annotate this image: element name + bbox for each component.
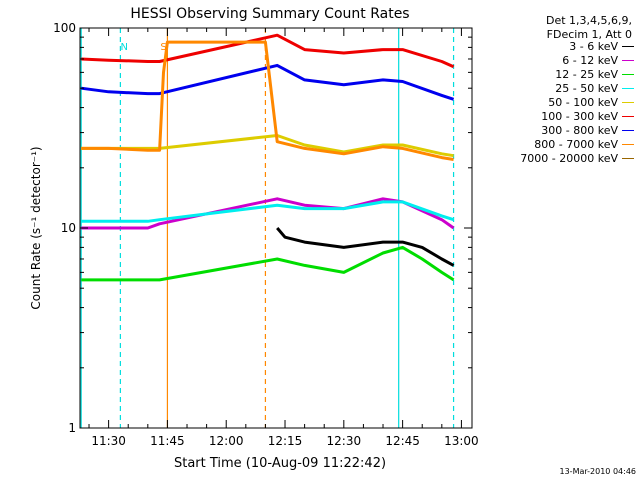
legend-entry-7: 800 - 7000 keV [534, 138, 634, 151]
x-tick-label-3: 12:15 [268, 434, 303, 448]
x-tick-label-1: 11:45 [150, 434, 185, 448]
legend-swatch [622, 74, 634, 75]
legend-label: 100 - 300 keV [541, 110, 618, 123]
x-axis-label: Start Time (10-Aug-09 11:22:42) [174, 456, 386, 471]
legend-entry-6: 300 - 800 keV [541, 124, 634, 137]
legend-entry-3: 25 - 50 keV [555, 82, 634, 95]
annotation-0: N [121, 42, 128, 53]
legend-header-2: FDecim 1, Att 0 [546, 28, 632, 41]
x-tick-label-2: 12:00 [209, 434, 244, 448]
legend-swatch [622, 88, 634, 89]
legend-entry-2: 12 - 25 keV [555, 68, 634, 81]
legend-label: 300 - 800 keV [541, 124, 618, 137]
legend-swatch [622, 144, 634, 145]
legend-label: 50 - 100 keV [548, 96, 618, 109]
series-line-4 [81, 134, 454, 158]
legend-entry-5: 100 - 300 keV [541, 110, 634, 123]
x-tick-label-0: 11:30 [91, 434, 126, 448]
legend-entry-4: 50 - 100 keV [548, 96, 634, 109]
y-tick-label-2: 100 [53, 21, 76, 35]
legend-entry-1: 6 - 12 keV [562, 54, 634, 67]
series-line-3 [81, 200, 455, 223]
y-tick-label-0: 1 [68, 421, 76, 435]
legend-swatch [622, 158, 634, 159]
x-tick-label-6: 13:00 [444, 434, 479, 448]
timestamp: 13-Mar-2010 04:46 [559, 467, 637, 476]
legend-header-1: Det 1,3,4,5,6,9, [545, 14, 632, 27]
legend-label: 7000 - 20000 keV [520, 152, 618, 165]
legend-swatch [622, 130, 634, 131]
legend-swatch [622, 46, 634, 47]
series-line-2 [81, 245, 455, 282]
series-line-6 [81, 63, 455, 101]
legend-swatch [622, 102, 634, 103]
series-line-7 [81, 40, 454, 161]
legend-label: 800 - 7000 keV [534, 138, 618, 151]
legend-label: 12 - 25 keV [555, 68, 618, 81]
legend-entry-0: 3 - 6 keV [569, 40, 634, 53]
y-tick-label-1: 10 [61, 221, 76, 235]
x-tick-label-5: 12:45 [385, 434, 420, 448]
y-axis-label: Count Rate (s⁻¹ detector⁻¹) [29, 146, 43, 309]
legend-label: 25 - 50 keV [555, 82, 618, 95]
legend-swatch [622, 60, 634, 61]
legend-label: 6 - 12 keV [562, 54, 618, 67]
x-tick-label-4: 12:30 [327, 434, 362, 448]
legend-label: 3 - 6 keV [569, 40, 618, 53]
series-line-5 [81, 33, 455, 69]
plot-area: N S 11:30 11:45 12:00 12:15 12:30 12:45 13:00 1 10… [53, 21, 479, 448]
legend-entry-8: 7000 - 20000 keV [520, 152, 634, 165]
annotation-1: S [160, 42, 166, 53]
series-line-0 [276, 227, 455, 267]
legend-swatch [622, 116, 634, 117]
chart-title: HESSI Observing Summary Count Rates [130, 6, 409, 22]
